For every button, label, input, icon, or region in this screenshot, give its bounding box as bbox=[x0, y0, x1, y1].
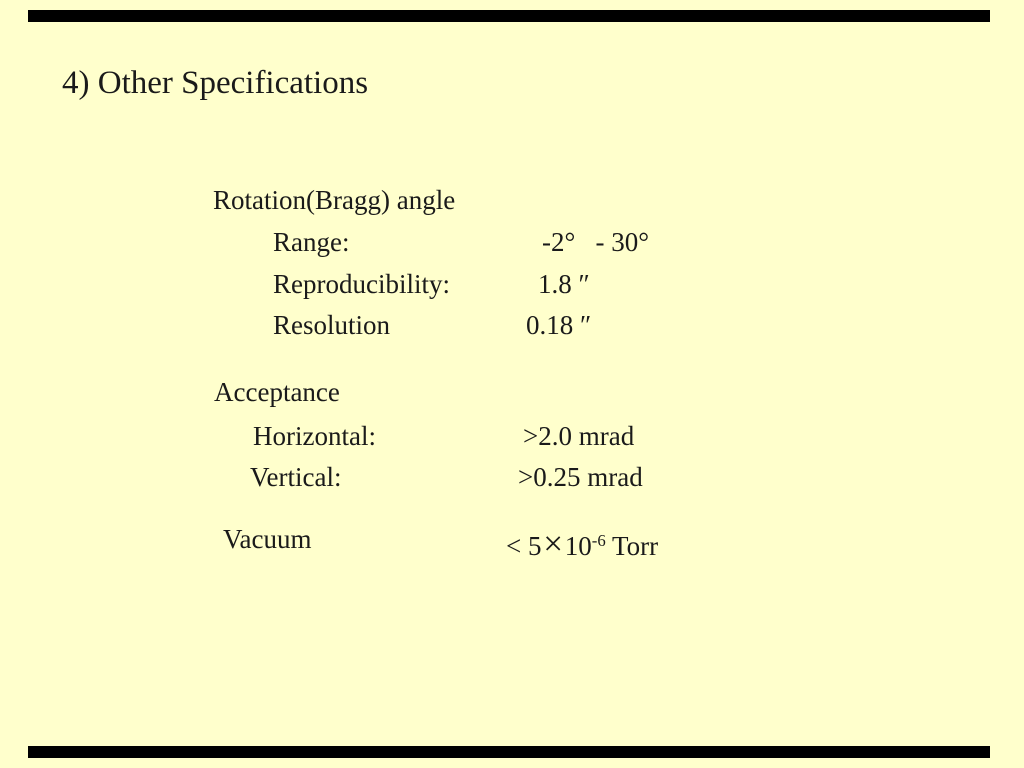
spec-row-resolution: Resolution 0.18 ″ bbox=[0, 312, 1024, 420]
section-heading-text: Acceptance bbox=[214, 377, 340, 407]
spec-label-resolution: Resolution bbox=[273, 310, 391, 340]
vacuum-value-exponent: -6 bbox=[591, 530, 606, 550]
vacuum-value-base: 10 bbox=[564, 531, 592, 561]
spec-label-reproducibility: Reproducibility: bbox=[273, 269, 450, 299]
multiplication-sign: × bbox=[543, 524, 564, 563]
bottom-accent-bar bbox=[28, 746, 990, 758]
vacuum-value-unit: Torr bbox=[605, 531, 659, 561]
spec-row-reproducibility: Reproducibility: 1.8 ″ bbox=[0, 271, 1024, 379]
spec-row-vertical: Vertical: >0.25 mrad bbox=[0, 464, 1024, 572]
spec-value-reproducibility: 1.8 ″ bbox=[538, 269, 590, 299]
spec-value-horizontal: >2.0 mrad bbox=[523, 421, 635, 451]
section-heading-rotation-bragg-angle: Rotation(Bragg) angle bbox=[0, 187, 1024, 268]
spec-value-vertical: >0.25 mrad bbox=[518, 462, 643, 492]
section-heading-acceptance: Acceptance bbox=[0, 379, 1024, 460]
top-accent-bar bbox=[28, 10, 990, 22]
spec-label-vertical: Vertical: bbox=[250, 462, 342, 492]
spec-row-horizontal: Horizontal: >2.0 mrad bbox=[0, 423, 1024, 531]
spec-value-vacuum: < 5×10-6 Torr bbox=[506, 526, 658, 561]
spec-label-range: Range: bbox=[273, 227, 350, 257]
spec-label-horizontal: Horizontal: bbox=[253, 421, 376, 451]
section-heading-text: Rotation(Bragg) angle bbox=[213, 185, 456, 215]
spec-value-range: -2° - 30° bbox=[542, 227, 650, 257]
spec-row-range: Range: -2° - 30° bbox=[0, 229, 1024, 337]
slide-title: 4) Other Specifications bbox=[62, 65, 369, 101]
spec-value-resolution: 0.18 ″ bbox=[526, 310, 592, 340]
spec-row-vacuum: Vacuum < 5×10-6 Torr bbox=[0, 526, 1024, 634]
vacuum-value-prefix: < 5 bbox=[506, 531, 542, 561]
spec-label-vacuum: Vacuum bbox=[223, 524, 312, 554]
